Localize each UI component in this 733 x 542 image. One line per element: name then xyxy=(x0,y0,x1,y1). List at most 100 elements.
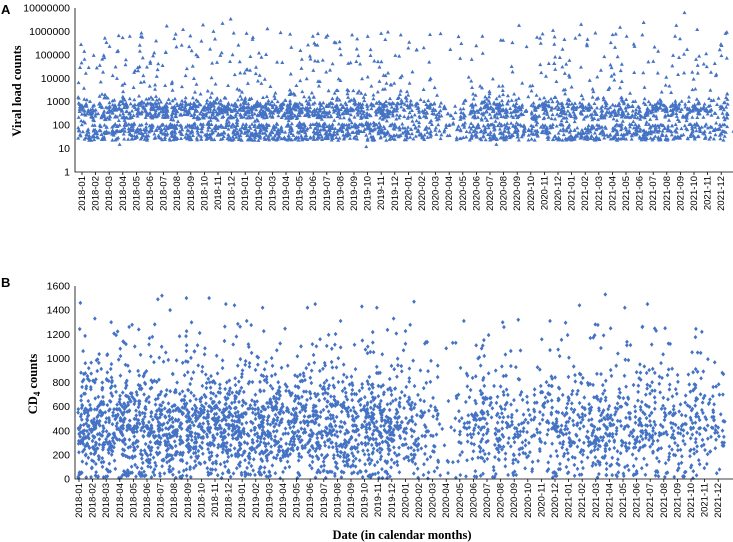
cd4-point xyxy=(132,434,137,439)
viral-load-point xyxy=(195,109,200,113)
viral-load-point xyxy=(157,125,162,129)
viral-load-point xyxy=(673,122,678,127)
cd4-point xyxy=(148,464,153,470)
viral-load-point xyxy=(631,119,636,124)
viral-load-point xyxy=(277,135,282,139)
y-tick-label: 1000 xyxy=(47,353,71,365)
viral-load-point xyxy=(211,109,216,114)
y-tick-label: 200 xyxy=(52,449,70,461)
viral-load-point xyxy=(433,125,438,130)
viral-load-point xyxy=(640,32,645,37)
viral-load-point xyxy=(83,113,88,117)
viral-load-point xyxy=(132,136,137,141)
x-tick-label: 2018-04 xyxy=(115,483,126,518)
viral-load-point xyxy=(132,97,137,102)
viral-load-point xyxy=(192,123,197,127)
viral-load-point xyxy=(212,137,217,142)
viral-load-point xyxy=(116,135,121,140)
viral-load-point xyxy=(217,107,222,111)
x-tick-label: 2021-10 xyxy=(689,176,700,211)
viral-load-point xyxy=(392,81,397,85)
viral-load-point xyxy=(320,58,325,62)
cd4-point xyxy=(188,398,193,404)
viral-load-point xyxy=(122,129,127,133)
viral-load-point xyxy=(218,137,223,141)
viral-load-point xyxy=(280,60,285,64)
viral-load-point xyxy=(674,23,679,27)
cd4-point xyxy=(134,413,139,418)
y-tick-label: 600 xyxy=(52,401,70,413)
cd4-point xyxy=(231,342,236,347)
viral-load-point xyxy=(266,123,271,127)
viral-load-point xyxy=(298,109,303,113)
viral-load-point xyxy=(438,136,443,141)
cd4-point xyxy=(240,371,244,377)
cd4-point xyxy=(234,466,239,471)
viral-load-point xyxy=(161,131,166,136)
viral-load-point xyxy=(96,135,101,140)
viral-load-point xyxy=(121,131,126,136)
viral-load-point xyxy=(232,72,237,77)
viral-load-point xyxy=(614,122,619,126)
viral-load-point xyxy=(165,126,170,131)
viral-load-point xyxy=(127,131,132,136)
x-tick-label: 2021-12 xyxy=(716,176,727,211)
cd4-point xyxy=(251,457,256,462)
viral-load-point xyxy=(80,105,85,110)
viral-load-point xyxy=(208,95,213,99)
viral-load-point xyxy=(268,113,273,118)
viral-load-point xyxy=(608,40,613,45)
cd4-point xyxy=(92,407,97,412)
viral-load-point xyxy=(214,123,219,127)
y-tick-label: 10000 xyxy=(41,73,70,85)
cd4-point xyxy=(201,421,206,426)
cd4-point xyxy=(190,406,195,412)
cd4-point xyxy=(244,420,249,425)
x-tick-label: 2020-06 xyxy=(471,176,482,211)
viral-load-point xyxy=(384,138,389,142)
viral-load-point xyxy=(163,128,168,133)
viral-load-point xyxy=(227,123,232,127)
viral-load-point xyxy=(298,48,303,52)
viral-load-point xyxy=(644,120,649,124)
cd4-point xyxy=(147,342,151,347)
viral-load-point xyxy=(516,137,521,142)
viral-load-point xyxy=(720,111,725,115)
viral-load-point xyxy=(328,68,333,72)
viral-load-point xyxy=(312,58,317,63)
viral-load-point xyxy=(135,129,140,134)
y-tick-label: 10000000 xyxy=(23,3,70,15)
viral-load-point xyxy=(244,31,249,35)
viral-load-point xyxy=(670,123,675,128)
viral-load-point xyxy=(129,122,134,127)
viral-load-point xyxy=(273,106,278,111)
x-tick-label: 2021-02 xyxy=(577,483,588,518)
viral-load-point xyxy=(406,125,411,129)
viral-load-point xyxy=(481,134,486,138)
viral-load-point xyxy=(235,86,240,91)
x-tick-label: 2019-01 xyxy=(237,483,248,518)
viral-load-point xyxy=(122,81,127,86)
viral-load-point xyxy=(517,23,522,27)
viral-load-point xyxy=(685,47,690,51)
viral-load-point xyxy=(172,108,177,112)
x-tick-label: 2021-09 xyxy=(675,176,686,211)
viral-load-point xyxy=(178,112,183,116)
viral-load-point xyxy=(275,60,280,64)
viral-load-point xyxy=(350,32,355,37)
viral-load-point xyxy=(297,120,302,124)
viral-load-point xyxy=(281,136,286,141)
viral-load-point xyxy=(279,129,284,134)
viral-load-point xyxy=(113,64,118,69)
viral-load-point xyxy=(291,103,296,108)
viral-load-point xyxy=(286,118,291,123)
cd4-point xyxy=(191,370,196,375)
viral-load-point xyxy=(383,37,388,42)
viral-load-point xyxy=(266,134,271,139)
viral-load-point xyxy=(676,72,681,77)
viral-load-point xyxy=(185,136,190,140)
cd4-point xyxy=(249,428,253,433)
viral-load-point xyxy=(501,92,506,97)
x-tick-label: 2018-08 xyxy=(172,176,183,211)
panel-b-x-tick-labels: 2018-01 2018-02 2018-03 2018-04 2018-05 2018-… xyxy=(74,479,724,518)
